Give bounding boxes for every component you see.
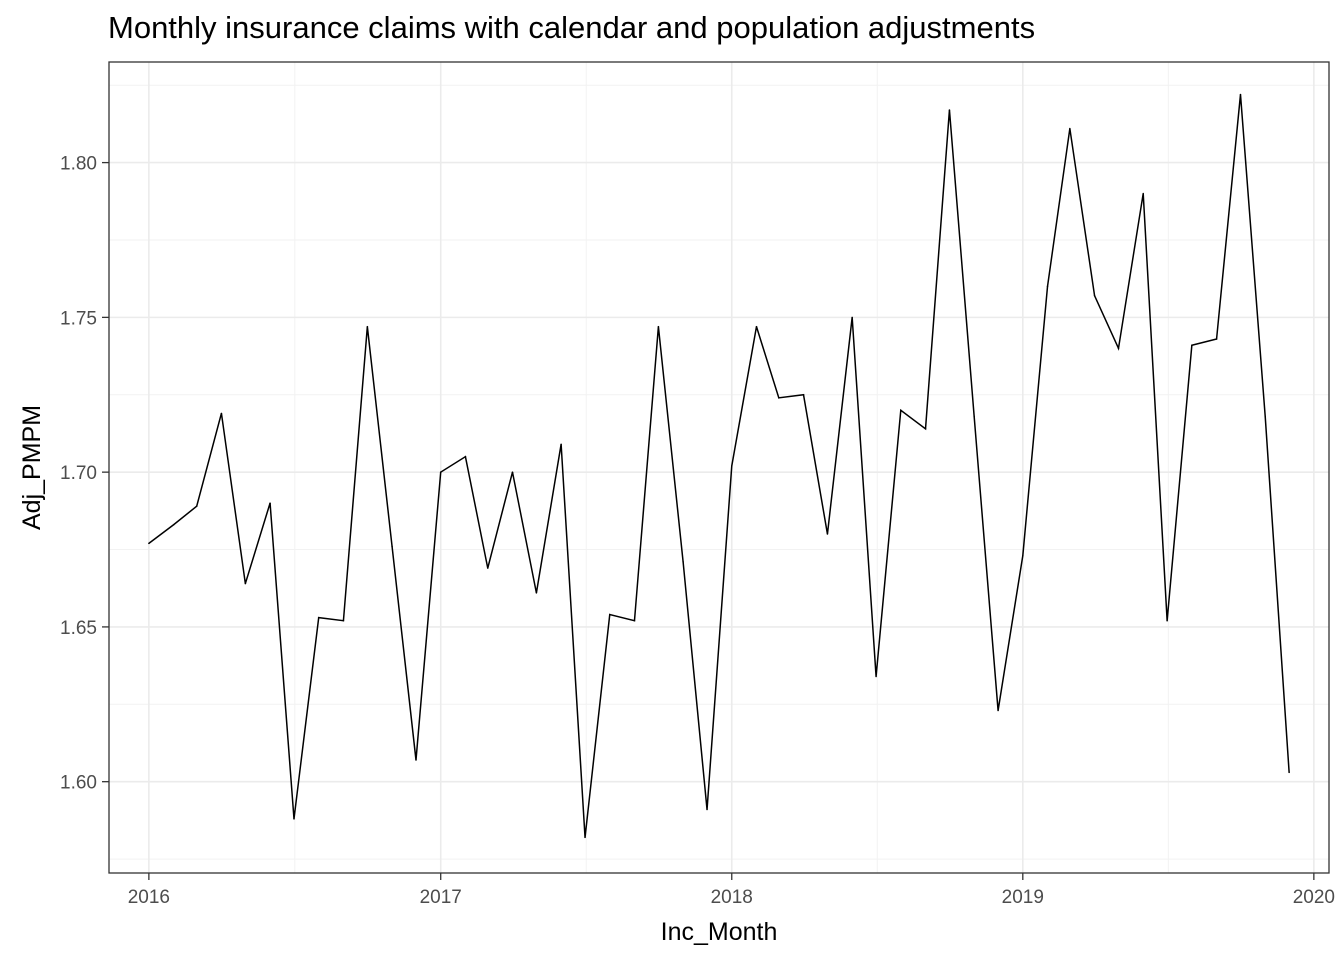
data-point (682, 561, 684, 563)
data-point (317, 616, 320, 619)
data-point (464, 455, 467, 458)
x-tick-label: 2016 (128, 887, 170, 908)
data-point (633, 619, 636, 622)
x-axis-title: Inc_Month (661, 918, 778, 946)
y-tick-label: 1.65 (60, 618, 97, 639)
data-point (1166, 619, 1168, 622)
data-point (706, 808, 708, 811)
data-point (584, 836, 586, 839)
data-point (439, 471, 442, 473)
x-axis: 2016 2017 2018 2019 2020 (128, 873, 1335, 908)
y-axis: 1.60 1.65 1.70 1.75 1.80 (60, 154, 109, 794)
data-point (293, 818, 295, 820)
data-point (1069, 127, 1071, 130)
data-point (1022, 554, 1024, 557)
x-tick-label: 2019 (1002, 887, 1044, 908)
data-point (851, 316, 853, 319)
data-point (172, 524, 175, 526)
data-point (1093, 294, 1096, 297)
data-point (997, 709, 999, 712)
data-point (366, 325, 369, 328)
data-point (415, 759, 417, 761)
data-point (1046, 285, 1049, 288)
data-point (487, 567, 489, 569)
data-point (535, 592, 538, 594)
data-point (948, 109, 951, 111)
y-axis-title: Adj_PMPM (18, 405, 46, 530)
y-tick-label: 1.60 (60, 773, 97, 794)
y-tick-label: 1.80 (60, 154, 97, 175)
chart-title: Monthly insurance claims with calendar a… (108, 10, 1036, 45)
data-point (391, 545, 393, 548)
x-tick-label: 2017 (420, 887, 462, 908)
data-point (511, 471, 514, 473)
data-point (1215, 338, 1218, 340)
data-point (778, 397, 780, 399)
data-point (1142, 192, 1144, 195)
plot-panel (108, 61, 1330, 874)
data-point (973, 415, 975, 418)
data-point (609, 613, 611, 616)
data-point (342, 619, 345, 622)
data-point (900, 409, 902, 411)
data-point (1191, 344, 1193, 346)
data-point (148, 542, 150, 545)
data-point (875, 675, 877, 678)
data-point (924, 428, 927, 430)
data-point (1117, 347, 1120, 350)
data-point (1264, 415, 1266, 418)
data-point (269, 502, 271, 504)
data-point (220, 412, 223, 415)
series-line (148, 94, 1290, 838)
data-point (755, 325, 758, 328)
data-point (1288, 771, 1290, 774)
y-tick-label: 1.75 (60, 308, 97, 329)
panel-border (108, 61, 1330, 874)
data-point (244, 582, 247, 585)
x-tick-label: 2018 (711, 887, 753, 908)
data-point (195, 505, 198, 507)
data-point (731, 465, 733, 467)
data-point (560, 443, 562, 446)
y-tick-label: 1.70 (60, 463, 97, 484)
series-layer (148, 93, 1290, 839)
panel-background (109, 62, 1329, 873)
data-point (826, 533, 829, 535)
grid-minor (109, 62, 1329, 873)
data-point (657, 325, 660, 328)
data-point (1239, 93, 1242, 96)
x-tick-label: 2020 (1293, 887, 1335, 908)
data-point (802, 394, 805, 396)
grid-major (109, 62, 1329, 873)
